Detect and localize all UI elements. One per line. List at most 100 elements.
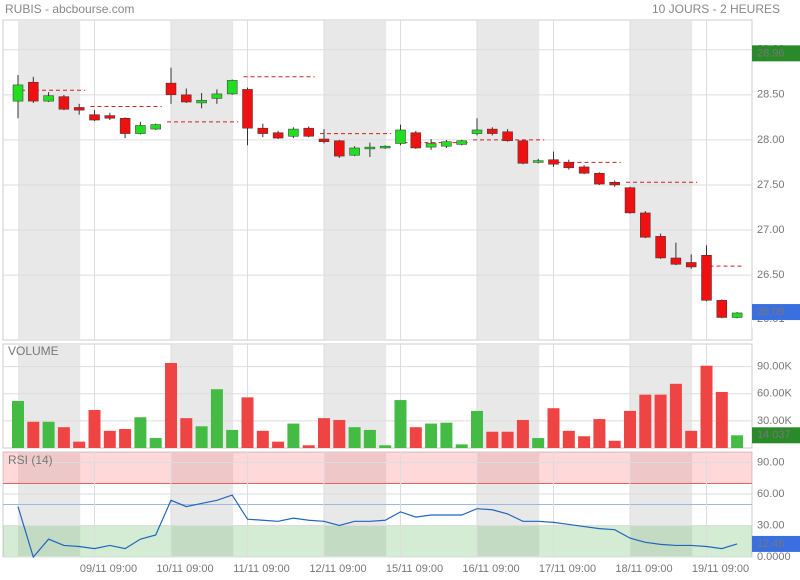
volume-bar xyxy=(195,426,208,448)
volume-bar xyxy=(486,431,499,448)
candle-body xyxy=(12,84,24,102)
price-marker-label: 28.96 xyxy=(757,47,785,59)
candle-body xyxy=(395,129,406,144)
volume-bar xyxy=(516,419,529,448)
rsi-marker-box xyxy=(752,535,800,552)
volume-bar xyxy=(379,445,392,448)
candle-body xyxy=(532,160,544,163)
volume-bar xyxy=(578,436,591,448)
candle-body xyxy=(28,81,39,102)
volume-bar xyxy=(226,429,239,448)
candle-body xyxy=(104,115,116,119)
candle-body xyxy=(578,166,590,174)
candle-body xyxy=(165,82,177,96)
day-shade xyxy=(477,345,540,447)
candle-body xyxy=(640,212,651,238)
candle-body xyxy=(119,118,131,134)
candle-body xyxy=(89,114,100,121)
volume-bar xyxy=(180,418,193,448)
volume-bar xyxy=(241,397,254,448)
y-tick-label: 26.50 xyxy=(757,269,785,281)
candle-body xyxy=(456,140,467,145)
volume-bar xyxy=(654,394,667,448)
y-tick-label: 27.50 xyxy=(757,179,785,191)
candle-body xyxy=(272,132,284,139)
volume-bar xyxy=(287,423,300,448)
x-tick-label: 19/11 09:00 xyxy=(692,563,749,575)
volume-bar xyxy=(57,427,70,448)
volume-bar xyxy=(501,431,514,448)
volume-bar xyxy=(88,410,101,448)
price-marker-label: 26.09 xyxy=(757,306,785,318)
candle-body xyxy=(517,140,529,164)
price-marker-box xyxy=(752,45,800,62)
volume-bar xyxy=(471,410,483,448)
price-marker-box xyxy=(752,304,800,321)
candle-body xyxy=(288,128,299,137)
candle-body xyxy=(257,127,269,134)
candle-body xyxy=(43,95,54,102)
candle-body xyxy=(487,128,498,134)
volume-bar xyxy=(409,427,422,448)
candle-body xyxy=(609,182,620,186)
candle-body xyxy=(655,236,666,259)
y-tick-label: 27.00 xyxy=(757,224,785,236)
volume-bar xyxy=(593,419,606,448)
candle-body xyxy=(364,146,376,150)
x-tick-label: 11/11 09:00 xyxy=(233,563,289,575)
header-right: 10 JOURS - 2 HEURES xyxy=(652,2,780,16)
candle-body xyxy=(594,172,605,185)
candle-body xyxy=(349,147,360,156)
volume-bar xyxy=(547,408,560,448)
volume-bar xyxy=(165,362,177,448)
panel-title: RSI (14) xyxy=(8,453,53,467)
candle-body xyxy=(670,257,682,265)
candle-body xyxy=(410,132,422,149)
y-tick-label: 30.00 xyxy=(757,519,785,531)
y-tick-label: 30.00K xyxy=(757,415,793,427)
y-tick-label: 90.00K xyxy=(757,361,793,373)
overbought-zone xyxy=(3,452,752,484)
volume-bar xyxy=(103,430,116,448)
volume-marker-label: 14 037 xyxy=(757,429,791,441)
header-left: RUBIS - abcbourse.com xyxy=(5,2,134,16)
volume-bar xyxy=(440,422,453,448)
candle-body xyxy=(563,162,575,169)
volume-bar xyxy=(256,430,269,448)
y-tick-label: 28.00 xyxy=(757,134,785,146)
x-tick-label: 18/11 09:00 xyxy=(615,563,672,575)
volume-bar xyxy=(119,429,132,448)
volume-bar xyxy=(731,435,744,448)
volume-bar xyxy=(639,394,652,448)
volume-bar xyxy=(348,427,361,448)
candle-body xyxy=(181,94,192,103)
volume-bar xyxy=(12,400,24,448)
day-shade xyxy=(171,21,234,339)
volume-bar xyxy=(134,417,147,448)
candle-body xyxy=(135,125,146,134)
day-shade xyxy=(477,21,540,339)
volume-bar xyxy=(210,389,223,448)
volume-bar xyxy=(363,429,376,448)
volume-bar xyxy=(455,444,468,448)
y-tick-label: 60.00 xyxy=(757,488,785,500)
candle-body xyxy=(334,140,345,157)
x-tick-label: 12/11 09:00 xyxy=(309,563,366,575)
candle-body xyxy=(196,99,207,104)
candle-body xyxy=(226,80,238,95)
candle-body xyxy=(318,138,330,142)
day-shade xyxy=(324,21,387,339)
candle-body xyxy=(58,96,70,110)
x-tick-label: 16/11 09:00 xyxy=(462,563,519,575)
volume-bar xyxy=(562,430,575,448)
volume-bar xyxy=(302,445,315,448)
day-shade xyxy=(18,21,81,339)
volume-bar xyxy=(333,419,346,448)
oversold-zone xyxy=(3,525,752,557)
volume-bar xyxy=(394,400,407,448)
volume-bar xyxy=(685,430,698,448)
candle-body xyxy=(502,131,513,142)
y-tick-label: 90.00 xyxy=(757,456,785,468)
volume-bar xyxy=(624,410,636,448)
